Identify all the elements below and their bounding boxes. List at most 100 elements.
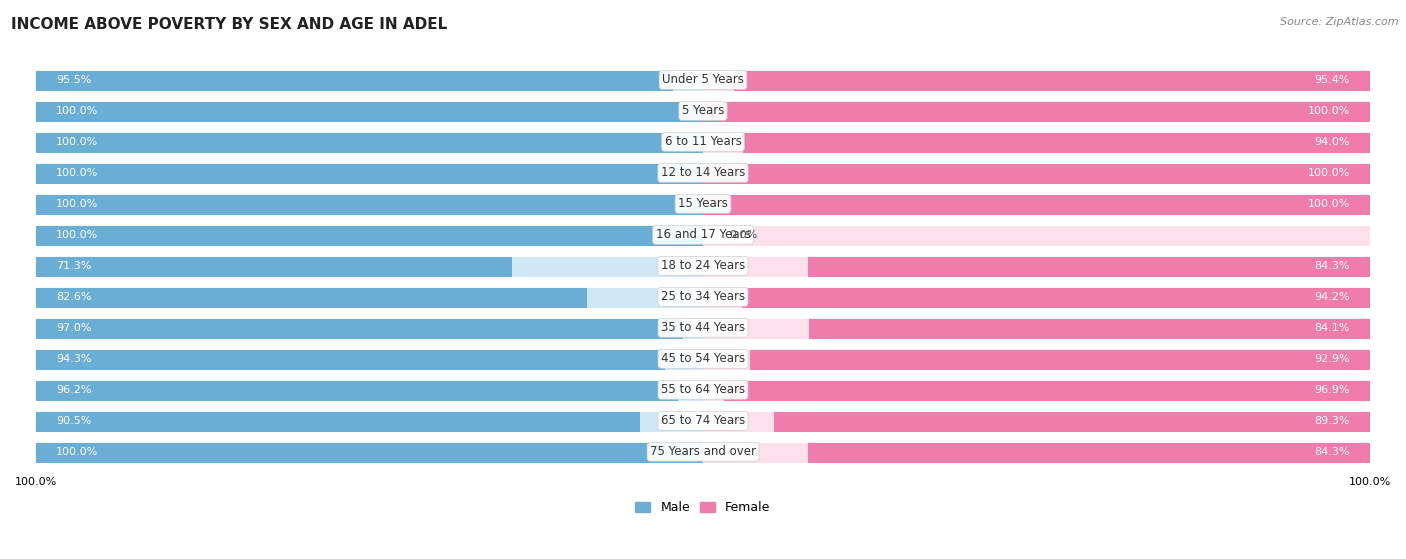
Bar (703, 224, 1369, 246)
Text: 45 to 54 Years: 45 to 54 Years (661, 352, 745, 366)
Bar (37, 69, 1369, 91)
Text: 82.6%: 82.6% (56, 292, 91, 302)
Bar (703, 440, 1369, 463)
Text: INCOME ABOVE POVERTY BY SEX AND AGE IN ADEL: INCOME ABOVE POVERTY BY SEX AND AGE IN A… (11, 17, 447, 32)
Bar (751, 348, 1369, 370)
Text: 84.3%: 84.3% (1315, 447, 1350, 457)
Bar (37, 348, 703, 370)
Bar (37, 255, 512, 277)
Bar (37, 162, 703, 184)
Bar (703, 316, 1369, 339)
Bar (734, 69, 1369, 91)
Text: 75 Years and over: 75 Years and over (650, 446, 756, 458)
Text: 6 to 11 Years: 6 to 11 Years (665, 135, 741, 148)
Bar (703, 162, 1369, 184)
Text: 12 to 14 Years: 12 to 14 Years (661, 167, 745, 179)
Bar (37, 410, 640, 432)
Text: 90.5%: 90.5% (56, 416, 91, 426)
Bar (703, 193, 1369, 215)
Text: 0.0%: 0.0% (730, 230, 758, 240)
Bar (37, 378, 678, 401)
Text: 100.0%: 100.0% (1308, 168, 1350, 178)
Text: 65 to 74 Years: 65 to 74 Years (661, 414, 745, 427)
Bar (37, 440, 1369, 463)
Text: 97.0%: 97.0% (56, 323, 91, 333)
Text: 16 and 17 Years: 16 and 17 Years (655, 228, 751, 241)
Bar (807, 440, 1369, 463)
Bar (37, 224, 703, 246)
Bar (37, 348, 1369, 370)
Bar (807, 255, 1369, 277)
Bar (724, 378, 1369, 401)
Text: 92.9%: 92.9% (1315, 354, 1350, 364)
Bar (808, 316, 1369, 339)
Text: 100.0%: 100.0% (56, 106, 98, 116)
Bar (37, 316, 703, 339)
Text: Under 5 Years: Under 5 Years (662, 73, 744, 87)
Bar (742, 286, 1369, 308)
Text: 96.9%: 96.9% (1315, 385, 1350, 395)
Bar (703, 378, 1369, 401)
Text: 100.0%: 100.0% (56, 137, 98, 147)
Bar (37, 100, 703, 122)
Text: 100.0%: 100.0% (1308, 199, 1350, 209)
Bar (37, 440, 703, 463)
Bar (703, 348, 1369, 370)
Bar (703, 255, 1369, 277)
Bar (37, 69, 703, 91)
Bar (703, 193, 1369, 215)
Bar (37, 193, 703, 215)
Text: 35 to 44 Years: 35 to 44 Years (661, 321, 745, 334)
Bar (775, 410, 1369, 432)
Bar (703, 410, 1369, 432)
Text: 94.0%: 94.0% (1315, 137, 1350, 147)
Text: 94.3%: 94.3% (56, 354, 91, 364)
Bar (37, 131, 1369, 153)
Bar (37, 286, 703, 308)
Text: 89.3%: 89.3% (1315, 416, 1350, 426)
Bar (37, 316, 1369, 339)
Bar (37, 440, 703, 463)
Bar (37, 69, 673, 91)
Bar (742, 131, 1369, 153)
Text: 94.2%: 94.2% (1315, 292, 1350, 302)
Text: 55 to 64 Years: 55 to 64 Years (661, 383, 745, 396)
Bar (37, 255, 1369, 277)
Text: 84.1%: 84.1% (1315, 323, 1350, 333)
Bar (37, 162, 1369, 184)
Bar (37, 348, 665, 370)
Text: 100.0%: 100.0% (56, 230, 98, 240)
Text: 95.4%: 95.4% (1315, 75, 1350, 85)
Bar (37, 378, 703, 401)
Bar (37, 131, 703, 153)
Text: 100.0%: 100.0% (1308, 106, 1350, 116)
Bar (703, 100, 1369, 122)
Bar (37, 100, 703, 122)
Bar (37, 286, 586, 308)
Text: 100.0%: 100.0% (56, 199, 98, 209)
Bar (37, 286, 1369, 308)
Bar (37, 316, 683, 339)
Text: Source: ZipAtlas.com: Source: ZipAtlas.com (1281, 17, 1399, 27)
Bar (37, 193, 703, 215)
Bar (37, 410, 1369, 432)
Text: 96.2%: 96.2% (56, 385, 91, 395)
Text: 18 to 24 Years: 18 to 24 Years (661, 259, 745, 272)
Bar (703, 100, 1369, 122)
Text: 71.3%: 71.3% (56, 261, 91, 271)
Text: 100.0%: 100.0% (56, 168, 98, 178)
Bar (37, 100, 1369, 122)
Bar (37, 224, 1369, 246)
Bar (37, 162, 703, 184)
Bar (37, 193, 1369, 215)
Text: 5 Years: 5 Years (682, 105, 724, 117)
Bar (37, 378, 1369, 401)
Bar (37, 224, 703, 246)
Text: 95.5%: 95.5% (56, 75, 91, 85)
Text: 25 to 34 Years: 25 to 34 Years (661, 290, 745, 304)
Bar (37, 410, 703, 432)
Bar (703, 286, 1369, 308)
Bar (37, 131, 703, 153)
Bar (703, 69, 1369, 91)
Text: 100.0%: 100.0% (56, 447, 98, 457)
